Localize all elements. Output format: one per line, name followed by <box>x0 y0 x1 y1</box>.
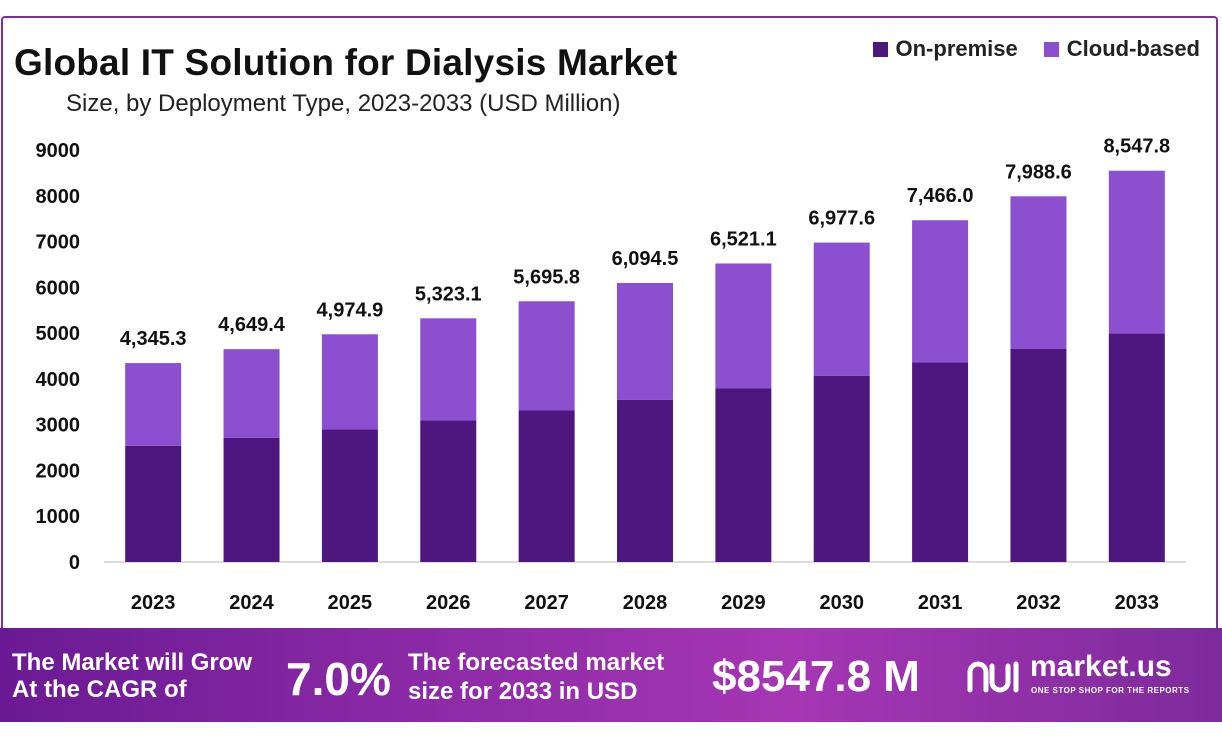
bar-segment-on-premise <box>715 388 772 562</box>
bar-segment-cloud-based <box>1010 196 1067 349</box>
legend-swatch-cloud-based <box>1043 41 1059 57</box>
bar-segment-on-premise <box>223 437 280 562</box>
y-tick-label: 3000 <box>36 415 81 437</box>
bar-segment-cloud-based <box>912 220 969 363</box>
y-tick-label: 0 <box>69 552 80 574</box>
y-tick-label: 4000 <box>36 369 81 391</box>
bar-segment-cloud-based <box>223 349 280 438</box>
bar-segment-cloud-based <box>813 242 870 376</box>
bar-segment-on-premise <box>617 399 673 562</box>
banner-cagr-value: 7.0% <box>286 653 391 705</box>
bar-total-label: 4,649.4 <box>218 314 286 336</box>
x-tick-label: 2030 <box>819 592 864 614</box>
legend-item-on-premise: On-premise <box>872 36 1018 62</box>
bar-segment-cloud-based <box>1108 170 1165 334</box>
banner-tagline: ONE STOP SHOP FOR THE REPORTS <box>1031 686 1190 695</box>
x-tick-label: 2027 <box>524 592 569 614</box>
x-tick-label: 2028 <box>623 592 668 614</box>
bar-segment-on-premise <box>813 375 870 562</box>
chart-title: Global IT Solution for Dialysis Market <box>14 42 678 83</box>
bar-total-label: 6,977.6 <box>808 208 875 230</box>
legend-swatch-on-premise <box>872 41 888 57</box>
banner-forecast-line2: size for 2033 in USD <box>408 678 638 705</box>
legend: On-premise Cloud-based <box>872 36 1200 62</box>
bar-total-label: 7,466.0 <box>907 185 974 207</box>
banner-market-size: $8547.8 M <box>712 652 920 701</box>
bar-segment-on-premise <box>125 445 182 562</box>
market-us-logo-icon <box>967 661 1019 693</box>
legend-item-cloud-based: Cloud-based <box>1043 36 1200 62</box>
x-tick-label: 2031 <box>918 592 963 614</box>
bar-segment-cloud-based <box>715 263 772 389</box>
bar-total-label: 6,521.1 <box>710 228 777 250</box>
chart-subtitle: Size, by Deployment Type, 2023-2033 (USD… <box>66 90 621 117</box>
bar-segment-cloud-based <box>125 363 182 446</box>
bar-total-label: 6,094.5 <box>612 248 679 270</box>
bar-total-label: 4,974.9 <box>317 299 384 321</box>
bar-segment-on-premise <box>912 362 969 562</box>
bar-total-label: 5,695.8 <box>513 266 580 288</box>
bar-segment-cloud-based <box>617 283 673 400</box>
x-tick-label: 2033 <box>1115 592 1160 614</box>
y-tick-label: 1000 <box>36 506 81 528</box>
legend-label-cloud-based: Cloud-based <box>1066 36 1200 61</box>
bar-segment-cloud-based <box>518 301 575 411</box>
banner-grow-line1: The Market will Grow <box>12 649 253 676</box>
bar-segment-cloud-based <box>321 334 378 430</box>
x-tick-label: 2026 <box>426 592 471 614</box>
bar-total-label: 7,988.6 <box>1005 161 1072 183</box>
x-tick-label: 2023 <box>131 592 176 614</box>
x-tick-label: 2029 <box>721 592 766 614</box>
bar-segment-on-premise <box>518 410 575 562</box>
x-tick-label: 2024 <box>229 592 274 614</box>
stacked-bar-chart: 0 1000 2000 3000 4000 5000 6000 7000 8000 9000 4,3… <box>36 136 1186 614</box>
bar-segment-on-premise <box>1108 333 1165 562</box>
bar-total-label: 4,345.3 <box>120 328 187 350</box>
bar-segment-on-premise <box>420 420 477 562</box>
bar-segment-on-premise <box>1010 348 1067 562</box>
banner-grow-line2: At the CAGR of <box>12 676 187 703</box>
y-tick-label: 7000 <box>36 232 81 254</box>
legend-label-on-premise: On-premise <box>895 36 1018 61</box>
bar-total-label: 8,547.8 <box>1103 136 1170 158</box>
bar-segment-cloud-based <box>420 318 477 421</box>
y-tick-label: 8000 <box>36 186 81 208</box>
banner-brand: market.us <box>1030 650 1172 683</box>
summary-banner: The Market will Grow At the CAGR of 7.0%… <box>0 628 1222 722</box>
y-tick-label: 6000 <box>36 277 81 299</box>
bar-total-label: 5,323.1 <box>415 283 482 305</box>
y-tick-label: 9000 <box>36 140 81 162</box>
y-tick-label: 2000 <box>36 460 81 482</box>
y-tick-label: 5000 <box>36 323 81 345</box>
bar-segment-on-premise <box>321 429 378 562</box>
x-tick-label: 2025 <box>328 592 373 614</box>
banner-forecast-line1: The forecasted market <box>408 649 665 676</box>
x-tick-label: 2032 <box>1016 592 1061 614</box>
